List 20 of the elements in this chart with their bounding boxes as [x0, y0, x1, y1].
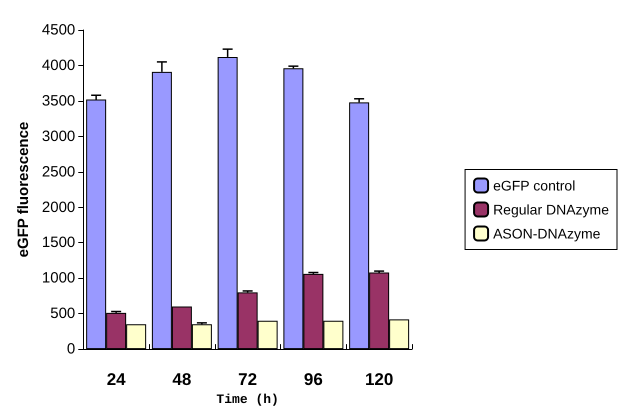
x-tick-label: 96: [304, 370, 323, 390]
x-tick-label: 72: [238, 370, 258, 390]
y-tick-label: 3500: [42, 92, 76, 110]
y-axis-title: eGFP fluorescence: [15, 122, 32, 258]
y-tick-label: 4500: [42, 22, 76, 38]
legend-label: ASON-DNAzyme: [493, 226, 601, 242]
y-tick-label: 2500: [42, 163, 76, 180]
y-tick-label: 3000: [42, 128, 76, 145]
legend-label: eGFP control: [493, 178, 576, 194]
legend-label: Regular DNAzyme: [493, 202, 610, 218]
y-tick-label: 0: [66, 340, 76, 358]
y-tick-label: 1000: [42, 270, 76, 287]
y-tick-label: 1500: [42, 234, 76, 252]
x-axis-title: Time (h): [216, 392, 279, 407]
y-tick-label: 4000: [42, 56, 76, 74]
y-tick-label: 500: [50, 305, 76, 322]
y-tick-label: 2000: [42, 198, 76, 216]
x-tick-label: 120: [364, 370, 394, 390]
x-tick-label: 48: [172, 370, 192, 390]
x-tick-label: 24: [106, 370, 126, 390]
